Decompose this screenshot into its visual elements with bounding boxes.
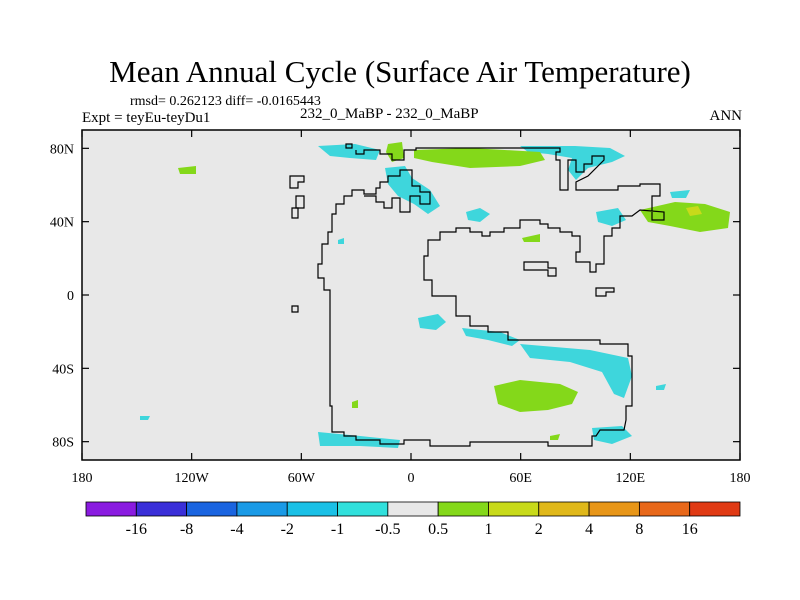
y-tick-label: 80N [50, 142, 74, 157]
colorbar-swatch [85, 501, 137, 517]
x-axis: 180 120W 60W 0 60E 120E 180 [72, 130, 751, 486]
y-tick-label: 0 [67, 289, 74, 304]
chart-title: Mean Annual Cycle (Surface Air Temperatu… [109, 54, 691, 89]
chart-subtitle: 232_0_MaBP - 232_0_MaBP [300, 106, 479, 122]
anomaly-cyan-region [418, 314, 446, 330]
coastline-island [523, 261, 557, 277]
anomaly-cyan-region [385, 166, 440, 214]
anomaly-green-region [386, 142, 404, 162]
coastline-island [595, 287, 615, 297]
colorbar-swatch [488, 501, 540, 517]
rmsd-diff-stats: rmsd= 0.262123 diff= -0.0165443 [130, 94, 321, 109]
coastline-island [295, 195, 305, 209]
coastline-island [289, 175, 305, 189]
colorbar-label: -8 [180, 521, 193, 538]
anomaly-cyan-region [656, 384, 666, 390]
colorbar-swatch [387, 501, 439, 517]
y-tick-label: 80S [52, 436, 74, 451]
anomaly-green-region [640, 202, 730, 232]
colorbar-label: -4 [230, 521, 243, 538]
y-axis: 80N 40N 0 40S 80S [50, 142, 740, 451]
colorbar-label: 4 [585, 521, 593, 538]
anomaly-green-region [178, 166, 196, 174]
colorbar: -16 -8 -4 -2 -1 -0.5 0.5 1 2 4 8 16 [85, 501, 741, 538]
colorbar-label: 1 [484, 521, 492, 538]
colorbar-label: -16 [126, 521, 147, 538]
anomaly-yellow-region [686, 206, 702, 216]
anomaly-cyan-region [140, 416, 150, 420]
coastline-main [317, 147, 665, 447]
anomaly-cyan-region [520, 146, 625, 180]
x-tick-label: 120W [175, 471, 210, 486]
colorbar-swatch [236, 501, 288, 517]
x-tick-label: 180 [730, 471, 751, 486]
anomaly-green-region [352, 400, 358, 408]
anomaly-green-region [550, 434, 560, 440]
anomaly-cyan-region [596, 208, 626, 226]
colorbar-swatch [437, 501, 489, 517]
colorbar-swatch [538, 501, 590, 517]
colorbar-label: 16 [682, 521, 698, 538]
anomaly-cyan-region [466, 208, 490, 222]
coastline-island [291, 305, 299, 313]
colorbar-swatch [689, 501, 741, 517]
colorbar-label: -1 [331, 521, 344, 538]
x-tick-label: 60E [509, 471, 532, 486]
colorbar-swatch [638, 501, 691, 517]
season-label: ANN [709, 108, 743, 124]
colorbar-label: -2 [281, 521, 294, 538]
colorbar-label: 8 [635, 521, 643, 538]
anomaly-green-region [522, 234, 540, 242]
colorbar-swatch [186, 501, 238, 517]
colorbar-swatch [588, 501, 640, 517]
colorbar-swatch [337, 501, 389, 517]
colorbar-label: 0.5 [428, 521, 448, 538]
anomaly-green-region [414, 148, 545, 168]
anomaly-cyan-region [670, 190, 690, 198]
colorbar-label: 2 [535, 521, 543, 538]
x-tick-label: 60W [288, 471, 316, 486]
anomaly-cyan-region [462, 328, 520, 346]
anomaly-cyan-region [318, 144, 380, 160]
x-tick-label: 0 [408, 471, 415, 486]
anomaly-cyan-region [338, 238, 344, 244]
colorbar-label: -0.5 [375, 521, 400, 538]
anomaly-green-region [494, 380, 578, 412]
colorbar-swatch [135, 501, 188, 517]
coastline [289, 143, 665, 447]
coastline-island [345, 143, 353, 149]
coastline-island [291, 207, 299, 219]
x-tick-label: 180 [72, 471, 93, 486]
experiment-label: Expt = teyEu-teyDu1 [82, 110, 211, 126]
anomaly-cyan-region [520, 344, 632, 398]
y-tick-label: 40N [50, 216, 74, 231]
x-tick-label: 120E [616, 471, 646, 486]
y-tick-label: 40S [52, 362, 74, 377]
colorbar-swatch [286, 501, 338, 517]
